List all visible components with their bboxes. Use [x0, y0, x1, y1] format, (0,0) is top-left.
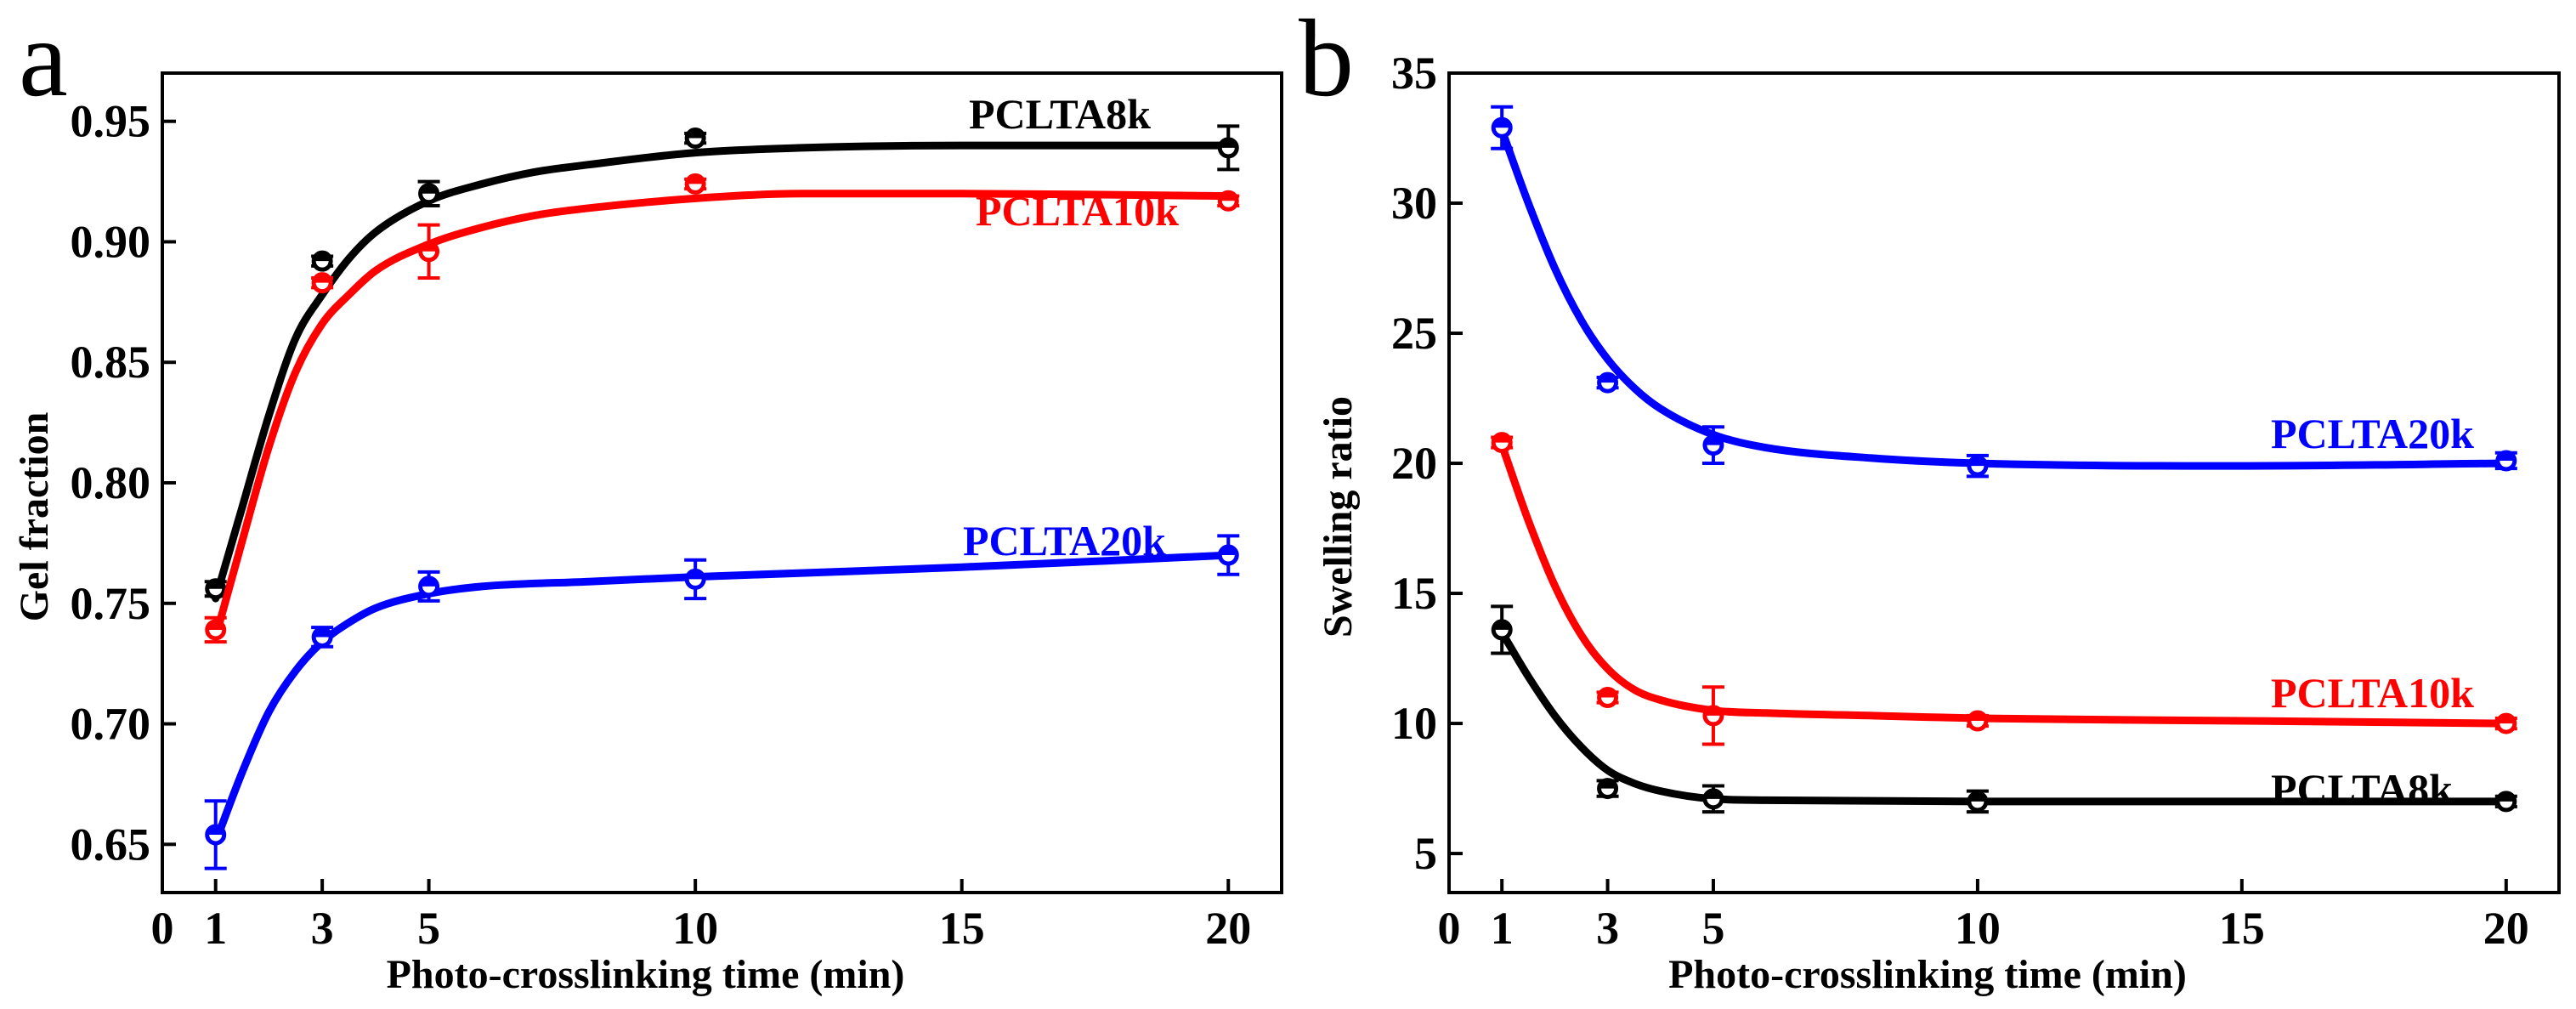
series-label-PCLTA10k: PCLTA10k	[976, 187, 1179, 235]
y-tick-label: 0.85	[71, 337, 151, 388]
fit-curve-PCLTA8k	[212, 141, 1232, 603]
x-tick-label: 10	[672, 903, 718, 954]
x-tick-label: 20	[1205, 903, 1251, 954]
data-point	[1702, 705, 1724, 727]
y-tick-label: 10	[1391, 698, 1437, 749]
series-label-PCLTA10k: PCLTA10k	[2271, 669, 2474, 717]
series-PCLTA10k: PCLTA10k	[1491, 432, 2517, 746]
series-PCLTA10k: PCLTA10k	[204, 173, 1240, 644]
data-point	[1597, 778, 1619, 800]
series-PCLTA8k: PCLTA8k	[1491, 604, 2517, 814]
x-tick-label: 0	[1438, 903, 1461, 954]
panel-a: a 0 1 3 5 10 15 20 0.65 0.70 0.75 0.80 0.85 0.90 0.95 P…	[12, 0, 1283, 997]
data-point	[1597, 371, 1619, 394]
x-tick-label: 0	[151, 903, 174, 954]
data-point	[1491, 116, 1513, 139]
data-point	[1217, 137, 1239, 159]
data-point	[2495, 791, 2517, 813]
series-PCLTA20k: PCLTA20k	[204, 517, 1240, 870]
x-tick-label: 20	[2483, 903, 2529, 954]
data-point	[1967, 791, 1989, 813]
x-tick-label: 3	[1596, 903, 1619, 954]
series-label-PCLTA8k: PCLTA8k	[969, 90, 1151, 138]
panel-letter-b: b	[1299, 0, 1354, 120]
y-tick-label: 20	[1391, 438, 1437, 489]
data-point	[684, 173, 706, 195]
y-tick-label: 0.70	[71, 699, 151, 750]
y-tick-label: 15	[1391, 568, 1437, 619]
plot-frame	[1447, 71, 2561, 894]
panel-letter-a: a	[19, 0, 68, 120]
series-label-PCLTA20k: PCLTA20k	[2271, 410, 2474, 457]
data-point	[1702, 788, 1724, 810]
y-tick-label: 0.65	[71, 819, 151, 870]
fit-curve-PCLTA20k	[212, 551, 1232, 846]
data-point	[2495, 450, 2517, 472]
data-point	[1967, 455, 1989, 477]
y-tick-label: 5	[1414, 828, 1437, 879]
data-point	[2495, 712, 2517, 734]
x-tick-label: 5	[1701, 903, 1724, 954]
data-point	[1967, 710, 1989, 732]
data-point	[1597, 686, 1619, 708]
x-tick-label: 10	[1955, 903, 2001, 954]
series-label-PCLTA8k: PCLTA8k	[2271, 765, 2453, 813]
series-PCLTA20k: PCLTA20k	[1491, 105, 2517, 479]
data-point	[311, 272, 333, 294]
series-PCLTA8k: PCLTA8k	[204, 90, 1240, 603]
x-tick-label: 5	[417, 903, 440, 954]
data-point	[418, 575, 440, 598]
data-point	[205, 578, 227, 600]
x-axis-label: Photo-crosslinking time (min)	[1668, 952, 2187, 997]
series-label-PCLTA20k: PCLTA20k	[963, 517, 1166, 564]
y-tick-label: 0.80	[71, 457, 151, 508]
data-point	[418, 241, 440, 263]
data-point	[684, 568, 706, 590]
x-axis-label: Photo-crosslinking time (min)	[387, 952, 905, 997]
data-point	[1491, 432, 1513, 454]
data-point	[684, 128, 706, 150]
fit-curve-PCLTA8k	[1497, 628, 2511, 806]
x-tick-label: 15	[2219, 903, 2265, 954]
x-tick-label: 1	[1491, 903, 1514, 954]
y-tick-label: 35	[1391, 48, 1437, 99]
data-point	[1702, 434, 1724, 456]
fit-curve-PCLTA10k	[212, 190, 1232, 641]
y-tick-label: 0.90	[71, 216, 151, 267]
y-tick-label: 25	[1391, 308, 1437, 359]
data-point	[1217, 544, 1239, 566]
x-tick-label: 3	[311, 903, 334, 954]
y-axis-label: Swelling ratio	[1316, 396, 1361, 638]
data-point	[311, 626, 333, 648]
data-point	[205, 619, 227, 641]
y-tick-label: 0.75	[71, 578, 151, 629]
data-point	[205, 824, 227, 846]
panel-b: b0 1 3 5 10 15 205101520253035Photo-crosslinki…	[1299, 0, 2561, 997]
data-point	[1491, 619, 1513, 641]
y-axis-label: Gel fraction	[12, 412, 57, 622]
data-point	[1217, 190, 1239, 212]
y-tick-label: 0.95	[71, 96, 151, 147]
data-point	[418, 183, 440, 205]
y-tick-label: 30	[1391, 178, 1437, 229]
x-tick-label: 15	[939, 903, 985, 954]
data-point	[311, 250, 333, 272]
x-tick-label: 1	[204, 903, 227, 954]
